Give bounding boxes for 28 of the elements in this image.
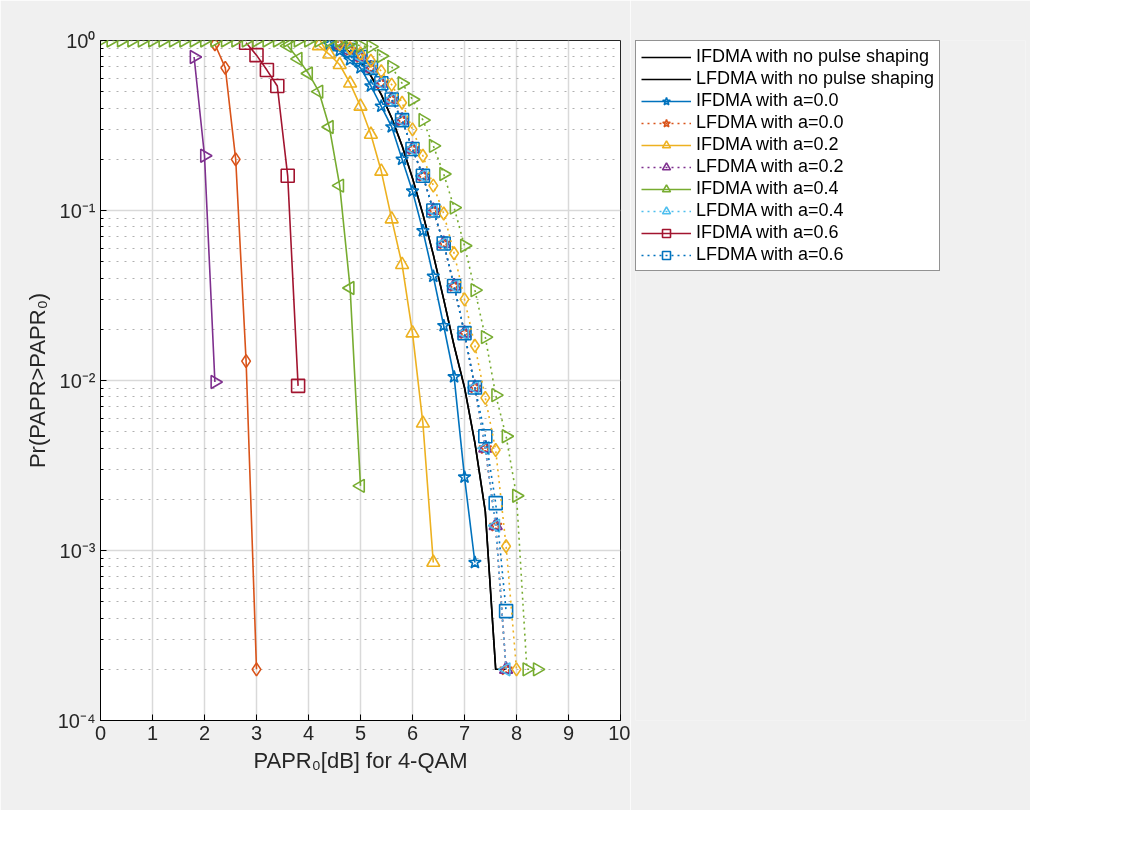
x-tick-label: 0 [94,721,107,744]
legend-label: LFDMA with no pulse shaping [696,68,935,89]
x-tick-label: 3 [250,721,263,744]
x-tick-label: 6 [406,721,419,744]
x-tick-label: 9 [562,721,575,744]
x-tick-label: 7 [458,721,471,744]
legend-label: LFDMA with a=0.0 [696,112,844,133]
legend-label: LFDMA with a=0.2 [696,156,844,177]
y-tick-label: 10⁻² [59,369,96,392]
y-tick-label: 10⁻¹ [59,199,96,222]
legend-label: LFDMA with a=0.6 [696,244,844,265]
x-tick-label: 5 [354,721,367,744]
y-tick-label: 10⁻³ [59,539,96,562]
legend-label: IFDMA with a=0.0 [696,90,839,111]
x-axis-title: PAPR₀[dB] for 4-QAM [253,747,468,773]
y-axis-title: Pr(PAPR>PAPR₀) [24,292,50,469]
x-tick-label: 2 [198,721,211,744]
x-tick-label: 8 [510,721,523,744]
legend-label: IFDMA with no pulse shaping [696,46,930,67]
legend-label: IFDMA with a=0.6 [696,222,839,243]
legend-label: LFDMA with a=0.4 [696,200,844,221]
y-tick-label: 10⁻⁴ [57,709,96,732]
legend-label: IFDMA with a=0.2 [696,134,839,155]
x-tick-label: 10 [608,721,631,744]
x-tick-label: 4 [302,721,315,744]
x-tick-label: 1 [146,721,159,744]
y-tick-label: 10⁰ [66,29,96,52]
legend-label: IFDMA with a=0.4 [696,178,839,199]
